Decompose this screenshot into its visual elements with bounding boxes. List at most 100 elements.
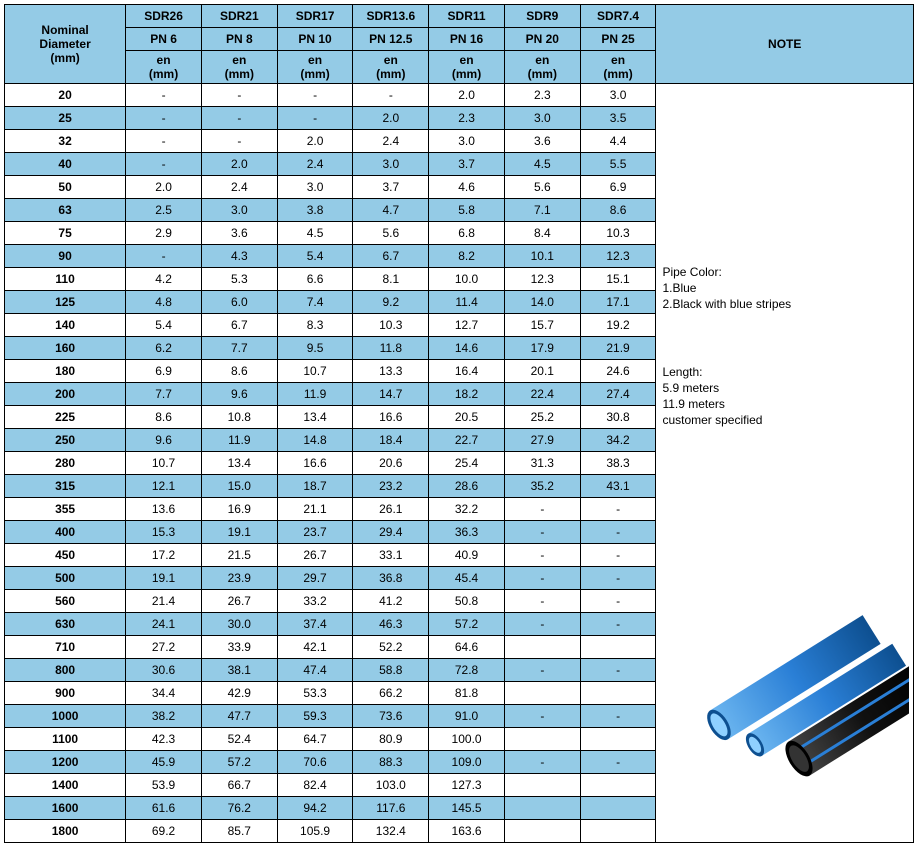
- value-cell: 36.3: [429, 521, 505, 544]
- value-cell: 12.3: [504, 268, 580, 291]
- value-cell: 3.0: [277, 176, 353, 199]
- value-cell: 21.5: [201, 544, 277, 567]
- header-sdr-1: SDR21: [201, 5, 277, 28]
- value-cell: -: [580, 521, 656, 544]
- header-pn-0: PN 6: [126, 28, 202, 51]
- value-cell: 43.1: [580, 475, 656, 498]
- value-cell: 6.9: [126, 360, 202, 383]
- value-cell: 18.7: [277, 475, 353, 498]
- value-cell: 23.2: [353, 475, 429, 498]
- value-cell: 91.0: [429, 705, 505, 728]
- diameter-cell: 710: [5, 636, 126, 659]
- value-cell: 30.8: [580, 406, 656, 429]
- value-cell: 72.8: [429, 659, 505, 682]
- value-cell: 27.4: [580, 383, 656, 406]
- value-cell: 69.2: [126, 820, 202, 843]
- header-sdr-5: SDR9: [504, 5, 580, 28]
- value-cell: 36.8: [353, 567, 429, 590]
- value-cell: 38.2: [126, 705, 202, 728]
- value-cell: 94.2: [277, 797, 353, 820]
- value-cell: 5.4: [277, 245, 353, 268]
- value-cell: -: [504, 659, 580, 682]
- value-cell: -: [504, 544, 580, 567]
- note-line: 1.Blue: [662, 281, 907, 295]
- pipe-spec-table: Nominal Diameter (mm) SDR26 SDR21 SDR17 …: [4, 4, 914, 843]
- value-cell: -: [504, 751, 580, 774]
- value-cell: 29.4: [353, 521, 429, 544]
- header-sdr-3: SDR13.6: [353, 5, 429, 28]
- value-cell: 2.4: [277, 153, 353, 176]
- value-cell: [580, 682, 656, 705]
- header-sdr-6: SDR7.4: [580, 5, 656, 28]
- value-cell: 13.4: [201, 452, 277, 475]
- value-cell: 29.7: [277, 567, 353, 590]
- diameter-cell: 200: [5, 383, 126, 406]
- header-en-1: en(mm): [201, 51, 277, 84]
- value-cell: 17.9: [504, 337, 580, 360]
- value-cell: 8.3: [277, 314, 353, 337]
- value-cell: -: [580, 705, 656, 728]
- diameter-cell: 140: [5, 314, 126, 337]
- value-cell: 20.1: [504, 360, 580, 383]
- table-body: 20----2.02.33.0Pipe Color:1.Blue2.Black …: [5, 84, 914, 843]
- diameter-cell: 280: [5, 452, 126, 475]
- note-line: 5.9 meters: [662, 381, 907, 395]
- value-cell: -: [504, 567, 580, 590]
- value-cell: 3.7: [353, 176, 429, 199]
- note-line: 11.9 meters: [662, 397, 907, 411]
- value-cell: 117.6: [353, 797, 429, 820]
- value-cell: 2.4: [201, 176, 277, 199]
- value-cell: 27.9: [504, 429, 580, 452]
- value-cell: 4.5: [277, 222, 353, 245]
- diameter-cell: 20: [5, 84, 126, 107]
- value-cell: 19.2: [580, 314, 656, 337]
- note-line: Pipe Color:: [662, 265, 907, 279]
- value-cell: 6.8: [429, 222, 505, 245]
- value-cell: 10.3: [353, 314, 429, 337]
- diameter-cell: 25: [5, 107, 126, 130]
- value-cell: 2.0: [353, 107, 429, 130]
- value-cell: 85.7: [201, 820, 277, 843]
- value-cell: 64.7: [277, 728, 353, 751]
- diameter-cell: 1000: [5, 705, 126, 728]
- value-cell: 66.2: [353, 682, 429, 705]
- diameter-cell: 630: [5, 613, 126, 636]
- diameter-cell: 75: [5, 222, 126, 245]
- note-line: [662, 313, 907, 363]
- value-cell: 21.1: [277, 498, 353, 521]
- value-cell: -: [353, 84, 429, 107]
- value-cell: 15.7: [504, 314, 580, 337]
- value-cell: 12.3: [580, 245, 656, 268]
- value-cell: 70.6: [277, 751, 353, 774]
- diameter-cell: 110: [5, 268, 126, 291]
- value-cell: -: [580, 567, 656, 590]
- value-cell: 9.6: [201, 383, 277, 406]
- value-cell: 50.8: [429, 590, 505, 613]
- value-cell: -: [126, 107, 202, 130]
- value-cell: 19.1: [126, 567, 202, 590]
- value-cell: 2.0: [429, 84, 505, 107]
- value-cell: -: [277, 84, 353, 107]
- value-cell: 2.5: [126, 199, 202, 222]
- value-cell: [504, 728, 580, 751]
- value-cell: 4.5: [504, 153, 580, 176]
- value-cell: -: [580, 498, 656, 521]
- value-cell: 88.3: [353, 751, 429, 774]
- value-cell: 58.8: [353, 659, 429, 682]
- value-cell: 28.6: [429, 475, 505, 498]
- header-en-0: en(mm): [126, 51, 202, 84]
- header-pn-3: PN 12.5: [353, 28, 429, 51]
- header-pn-6: PN 25: [580, 28, 656, 51]
- diameter-cell: 315: [5, 475, 126, 498]
- value-cell: 52.4: [201, 728, 277, 751]
- value-cell: 17.2: [126, 544, 202, 567]
- value-cell: 22.7: [429, 429, 505, 452]
- value-cell: 61.6: [126, 797, 202, 820]
- value-cell: 82.4: [277, 774, 353, 797]
- value-cell: 30.6: [126, 659, 202, 682]
- value-cell: 41.2: [353, 590, 429, 613]
- header-sdr-2: SDR17: [277, 5, 353, 28]
- value-cell: 18.2: [429, 383, 505, 406]
- value-cell: 45.4: [429, 567, 505, 590]
- diameter-cell: 400: [5, 521, 126, 544]
